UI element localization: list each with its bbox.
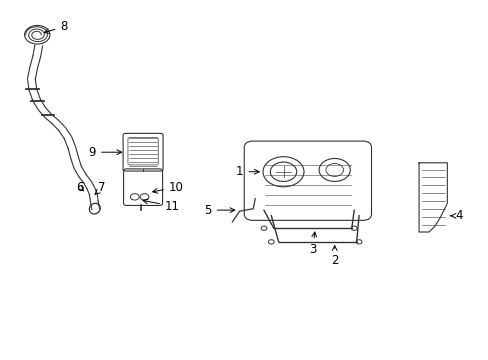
Text: 8: 8: [44, 20, 68, 33]
Text: 4: 4: [449, 210, 462, 222]
Text: 11: 11: [142, 199, 180, 213]
Text: 7: 7: [95, 181, 105, 194]
Text: 2: 2: [330, 246, 338, 267]
Text: 9: 9: [88, 146, 122, 159]
Text: 6: 6: [76, 181, 83, 194]
Text: 5: 5: [204, 204, 234, 217]
Text: 3: 3: [308, 232, 316, 256]
Text: 10: 10: [152, 181, 183, 194]
Text: 1: 1: [235, 165, 259, 178]
Polygon shape: [418, 163, 447, 232]
